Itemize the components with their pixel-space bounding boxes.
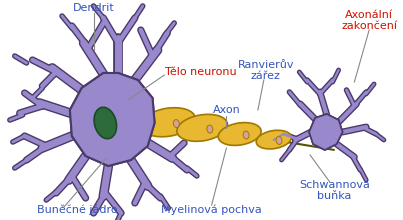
Ellipse shape [173, 120, 179, 128]
Ellipse shape [141, 108, 195, 137]
Text: Tělo neuronu: Tělo neuronu [165, 67, 237, 77]
Text: Myelinová pochva: Myelinová pochva [161, 205, 262, 215]
Polygon shape [309, 114, 343, 150]
Text: Axon: Axon [212, 105, 240, 115]
Ellipse shape [256, 130, 291, 149]
Ellipse shape [218, 123, 261, 145]
Polygon shape [70, 73, 154, 166]
Text: Ranvierův: Ranvierův [237, 60, 294, 70]
Ellipse shape [177, 114, 228, 141]
Text: Buněčné jádro: Buněčné jádro [37, 205, 118, 215]
Polygon shape [309, 114, 343, 150]
Ellipse shape [243, 131, 249, 139]
Text: zářez: zářez [251, 71, 281, 81]
Text: buňka: buňka [318, 191, 352, 201]
Ellipse shape [94, 107, 116, 139]
Text: Schwannova: Schwannova [299, 180, 370, 190]
Text: Dendrit: Dendrit [73, 3, 114, 13]
Ellipse shape [207, 125, 213, 133]
Ellipse shape [276, 136, 282, 145]
Text: Axonální: Axonální [345, 10, 393, 20]
Text: zakončení: zakončení [341, 21, 397, 31]
Polygon shape [70, 73, 154, 166]
